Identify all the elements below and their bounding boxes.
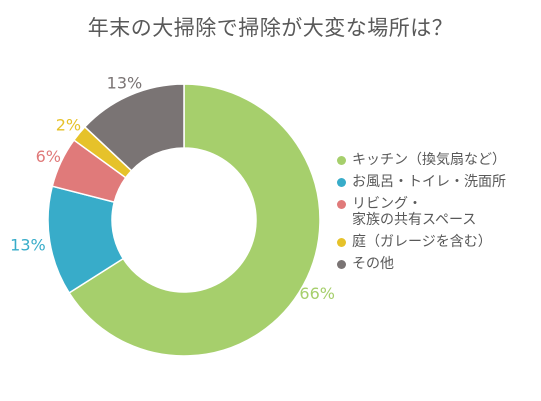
chart-title: 年末の大掃除で掃除が大変な場所は？ xyxy=(87,16,454,40)
legend-item-4: 庭（ガレージを含む） xyxy=(337,234,537,250)
slice-5 xyxy=(83,83,185,172)
legend-swatch xyxy=(337,156,346,165)
chart-value-labels: 66% 13% 6% 2% 13% xyxy=(10,73,335,303)
slice-value-label-3: 6% xyxy=(36,147,61,166)
legend-label: リビング・ 家族の共有スペース xyxy=(352,196,477,228)
legend-label: キッチン（換気扇など） xyxy=(352,152,506,168)
legend-label: お風呂・トイレ・洗面所 xyxy=(352,174,506,190)
legend-swatch xyxy=(337,200,346,209)
slice-value-label-1: 66% xyxy=(299,284,335,303)
slice-value-label-2: 13% xyxy=(10,236,46,255)
legend-item-2: お風呂・トイレ・洗面所 xyxy=(337,174,537,190)
legend-swatch xyxy=(337,238,346,247)
slice-value-label-5: 13% xyxy=(107,73,143,92)
slice-1 xyxy=(68,83,321,357)
legend-label: 庭（ガレージを含む） xyxy=(352,234,492,250)
chart-legend: キッチン（換気扇など） お風呂・トイレ・洗面所リビング・ 家族の共有スペース庭（ガ… xyxy=(337,152,537,278)
chart-slices xyxy=(47,83,321,357)
legend-item-3: リビング・ 家族の共有スペース xyxy=(337,196,537,228)
legend-item-1: キッチン（換気扇など） xyxy=(337,152,537,168)
legend-item-5: その他 xyxy=(337,256,537,272)
legend-swatch xyxy=(337,178,346,187)
slice-value-label-4: 2% xyxy=(56,115,81,134)
legend-swatch xyxy=(337,260,346,269)
legend-label: その他 xyxy=(352,256,394,272)
